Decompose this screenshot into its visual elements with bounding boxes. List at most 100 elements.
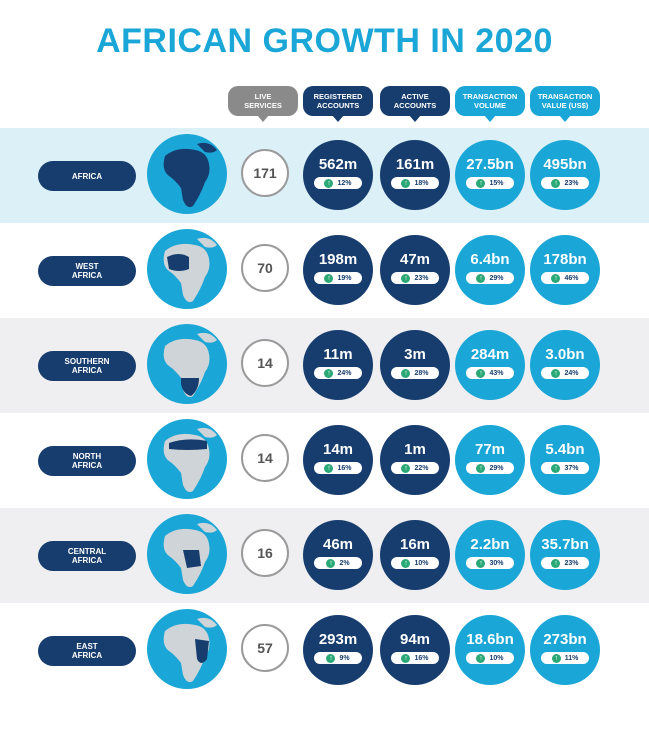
value-growth-badge: ↑ 24%	[541, 367, 589, 379]
registered-growth-badge: ↑ 9%	[314, 652, 362, 664]
volume-metric: 27.5bn ↑ 15%	[455, 140, 525, 210]
header-live-services: LIVE SERVICES	[228, 86, 298, 122]
volume-growth-badge: ↑ 15%	[466, 177, 514, 189]
registered-metric: 198m ↑ 19%	[303, 235, 373, 305]
value-value: 495bn	[543, 156, 587, 173]
value-growth-badge: ↑ 23%	[541, 557, 589, 569]
up-arrow-icon: ↑	[551, 558, 561, 568]
value-growth-value: 37%	[564, 464, 579, 472]
up-arrow-icon: ↑	[324, 368, 334, 378]
up-arrow-icon: ↑	[476, 273, 486, 283]
registered-value: 14m	[322, 441, 354, 458]
registered-growth-value: 2%	[339, 559, 350, 567]
active-growth-badge: ↑ 23%	[391, 272, 439, 284]
value-value: 178bn	[543, 251, 587, 268]
active-metric: 16m ↑ 10%	[380, 520, 450, 590]
up-arrow-icon: ↑	[476, 558, 486, 568]
header-active-accounts: ACTIVE ACCOUNTS	[380, 86, 450, 122]
volume-growth-badge: ↑ 10%	[466, 652, 514, 664]
value-growth-badge: ↑ 11%	[541, 652, 589, 664]
registered-value: 198m	[318, 251, 358, 268]
live-services-value: 171	[241, 149, 289, 197]
region-row: CENTRAL AFRICA 16 46m ↑ 2% 16m ↑ 10% 2.2bn ↑ 30% 35…	[0, 508, 649, 603]
up-arrow-icon: ↑	[324, 463, 334, 473]
active-value: 47m	[399, 251, 431, 268]
live-services-value: 57	[241, 624, 289, 672]
registered-metric: 293m ↑ 9%	[303, 615, 373, 685]
active-value: 3m	[404, 346, 426, 363]
active-growth-value: 22%	[414, 464, 429, 472]
globe-map-icon	[147, 134, 227, 214]
value-value: 5.4bn	[545, 441, 585, 458]
registered-value: 293m	[318, 631, 358, 648]
volume-value: 2.2bn	[470, 536, 510, 553]
page-title: AFRICAN GROWTH IN 2020	[96, 22, 553, 60]
volume-value: 18.6bn	[466, 631, 514, 648]
up-arrow-icon: ↑	[401, 368, 411, 378]
active-metric: 3m ↑ 28%	[380, 330, 450, 400]
volume-growth-value: 29%	[489, 274, 504, 282]
live-services-value: 70	[241, 244, 289, 292]
region-label: NORTH AFRICA	[38, 446, 136, 476]
registered-growth-badge: ↑ 2%	[314, 557, 362, 569]
active-growth-value: 10%	[414, 559, 429, 567]
registered-metric: 46m ↑ 2%	[303, 520, 373, 590]
up-arrow-icon: ↑	[401, 178, 411, 188]
header-registered-accounts: REGISTERED ACCOUNTS	[303, 86, 373, 122]
live-services-value: 16	[241, 529, 289, 577]
volume-growth-value: 15%	[489, 179, 504, 187]
active-metric: 47m ↑ 23%	[380, 235, 450, 305]
up-arrow-icon: ↑	[551, 653, 561, 663]
up-arrow-icon: ↑	[551, 273, 561, 283]
value-value: 273bn	[543, 631, 587, 648]
volume-growth-value: 10%	[489, 654, 504, 662]
active-growth-badge: ↑ 10%	[391, 557, 439, 569]
up-arrow-icon: ↑	[326, 653, 336, 663]
volume-metric: 77m ↑ 29%	[455, 425, 525, 495]
up-arrow-icon: ↑	[324, 178, 334, 188]
registered-value: 46m	[322, 536, 354, 553]
registered-metric: 14m ↑ 16%	[303, 425, 373, 495]
value-metric: 495bn ↑ 23%	[530, 140, 600, 210]
registered-growth-value: 16%	[337, 464, 352, 472]
value-growth-value: 23%	[564, 559, 579, 567]
active-growth-value: 23%	[414, 274, 429, 282]
active-value: 16m	[399, 536, 431, 553]
active-value: 1m	[404, 441, 426, 458]
volume-growth-badge: ↑ 29%	[466, 272, 514, 284]
region-label: EAST AFRICA	[38, 636, 136, 666]
region-row: AFRICA 171 562m ↑ 12% 161m ↑ 18% 27.5bn ↑ 15% 495bn…	[0, 128, 649, 223]
region-row: NORTH AFRICA 14 14m ↑ 16% 1m ↑ 22% 77m ↑ 29% 5.4bn ↑…	[0, 413, 649, 508]
registered-growth-badge: ↑ 24%	[314, 367, 362, 379]
registered-value: 562m	[318, 156, 358, 173]
volume-growth-badge: ↑ 29%	[466, 462, 514, 474]
active-growth-value: 16%	[414, 654, 429, 662]
active-growth-value: 18%	[414, 179, 429, 187]
registered-metric: 11m ↑ 24%	[303, 330, 373, 400]
up-arrow-icon: ↑	[324, 273, 334, 283]
column-headers: LIVE SERVICES REGISTERED ACCOUNTS ACTIVE…	[0, 86, 649, 122]
value-growth-badge: ↑ 23%	[541, 177, 589, 189]
up-arrow-icon: ↑	[551, 178, 561, 188]
up-arrow-icon: ↑	[401, 653, 411, 663]
up-arrow-icon: ↑	[401, 558, 411, 568]
value-growth-value: 23%	[564, 179, 579, 187]
active-growth-badge: ↑ 22%	[391, 462, 439, 474]
header-transaction-value: TRANSACTION VALUE (US$)	[530, 86, 600, 122]
registered-metric: 562m ↑ 12%	[303, 140, 373, 210]
registered-growth-value: 24%	[337, 369, 352, 377]
active-growth-value: 28%	[414, 369, 429, 377]
volume-value: 284m	[470, 346, 510, 363]
volume-metric: 284m ↑ 43%	[455, 330, 525, 400]
volume-growth-badge: ↑ 30%	[466, 557, 514, 569]
region-row: EAST AFRICA 57 293m ↑ 9% 94m ↑ 16% 18.6bn ↑ 10% 273…	[0, 603, 649, 698]
region-label: WEST AFRICA	[38, 256, 136, 286]
active-value: 161m	[395, 156, 435, 173]
value-value: 35.7bn	[541, 536, 589, 553]
region-row: WEST AFRICA 70 198m ↑ 19% 47m ↑ 23% 6.4bn ↑ 29% 178…	[0, 223, 649, 318]
region-label: AFRICA	[38, 161, 136, 191]
registered-growth-badge: ↑ 19%	[314, 272, 362, 284]
globe-map-icon	[147, 229, 227, 309]
globe-map-icon	[147, 609, 227, 689]
registered-growth-value: 19%	[337, 274, 352, 282]
